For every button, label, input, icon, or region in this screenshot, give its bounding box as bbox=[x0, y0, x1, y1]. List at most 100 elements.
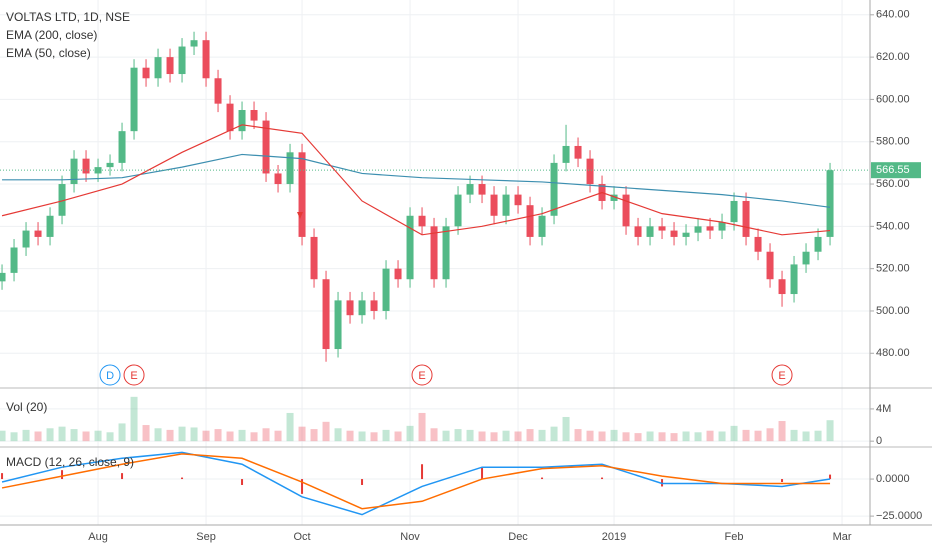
candle-body bbox=[322, 279, 330, 350]
volume-bar bbox=[610, 429, 618, 442]
volume-bar bbox=[406, 425, 414, 442]
y-tick-label: 620.00 bbox=[876, 51, 910, 63]
ema-line bbox=[1, 124, 831, 236]
volume-bar bbox=[670, 433, 678, 442]
candle-body bbox=[778, 279, 786, 295]
event-label: E bbox=[418, 370, 425, 382]
y-tick-label: 520.00 bbox=[876, 263, 910, 275]
volume-bar bbox=[22, 429, 30, 442]
volume-bar bbox=[58, 426, 66, 442]
candle-body bbox=[634, 226, 642, 237]
macd-histogram bbox=[781, 479, 784, 483]
volume-bar bbox=[706, 430, 714, 442]
candle-body bbox=[526, 205, 534, 237]
volume-bar bbox=[802, 431, 810, 442]
candle-body bbox=[754, 236, 762, 252]
macd-histogram bbox=[601, 477, 604, 480]
candle-body bbox=[442, 226, 450, 280]
event-marker bbox=[99, 364, 121, 386]
volume-bar bbox=[202, 430, 210, 442]
candle-body bbox=[214, 78, 222, 104]
volume-bar bbox=[166, 429, 174, 442]
macd-line bbox=[1, 451, 831, 516]
volume-bar bbox=[442, 430, 450, 442]
volume-bar bbox=[226, 431, 234, 442]
candle-body bbox=[262, 120, 270, 174]
macd-histogram bbox=[301, 479, 304, 494]
volume-bar bbox=[310, 429, 318, 442]
candle-body bbox=[562, 145, 570, 163]
volume-bar bbox=[490, 432, 498, 442]
macd-histogram bbox=[1, 473, 4, 480]
volume-bar bbox=[346, 430, 354, 442]
indicator-legend: EMA (50, close) bbox=[6, 46, 91, 60]
candle-body bbox=[22, 230, 30, 248]
y-tick-label: 540.00 bbox=[876, 220, 910, 232]
indicator-legend: EMA (200, close) bbox=[6, 28, 97, 42]
candle-body bbox=[382, 268, 390, 311]
event-marker bbox=[771, 364, 793, 386]
volume-bar bbox=[178, 426, 186, 442]
event-label: D bbox=[106, 370, 114, 382]
volume-bar bbox=[658, 432, 666, 442]
volume-bar bbox=[82, 431, 90, 442]
candle-body bbox=[334, 300, 342, 350]
candle-body bbox=[394, 268, 402, 280]
volume-bar bbox=[262, 428, 270, 442]
x-tick-label: Dec bbox=[508, 531, 528, 543]
y-tick-label: 560.00 bbox=[876, 178, 910, 190]
candle-body bbox=[10, 247, 18, 273]
candle-body bbox=[250, 110, 258, 121]
candle-body bbox=[682, 232, 690, 237]
volume-bar bbox=[46, 428, 54, 442]
volume-bar bbox=[322, 421, 330, 442]
y-tick-label: 4M bbox=[876, 403, 891, 415]
candle-body bbox=[226, 103, 234, 132]
volume-bar bbox=[694, 432, 702, 442]
pane-title: Vol (20) bbox=[6, 400, 47, 414]
x-tick-label: Nov bbox=[400, 531, 420, 543]
candle-body bbox=[802, 251, 810, 265]
volume-bar bbox=[334, 428, 342, 442]
volume-bar bbox=[502, 430, 510, 442]
volume-bar bbox=[574, 429, 582, 442]
signal-arrow bbox=[297, 212, 303, 219]
candle-body bbox=[454, 194, 462, 227]
candle-body bbox=[406, 215, 414, 280]
candle-body bbox=[70, 158, 78, 185]
candle-body bbox=[46, 215, 54, 237]
candle-body bbox=[310, 236, 318, 280]
candle-body bbox=[238, 110, 246, 132]
volume-bar bbox=[238, 429, 246, 442]
candle-body bbox=[94, 167, 102, 174]
volume-bar bbox=[466, 429, 474, 442]
volume-bar bbox=[790, 429, 798, 442]
candle-body bbox=[142, 67, 150, 79]
candle-body bbox=[202, 40, 210, 79]
volume-bar bbox=[94, 430, 102, 442]
volume-bar bbox=[478, 431, 486, 442]
volume-bar bbox=[730, 425, 738, 442]
y-tick-label: −25.0000 bbox=[876, 510, 922, 522]
volume-bar bbox=[106, 432, 114, 442]
candle-body bbox=[730, 200, 738, 223]
candle-body bbox=[538, 215, 546, 237]
event-marker bbox=[123, 364, 145, 386]
candle-body bbox=[646, 226, 654, 237]
x-tick-label: Mar bbox=[833, 531, 852, 543]
volume-bar bbox=[454, 429, 462, 442]
candle-body bbox=[154, 57, 162, 79]
volume-bar bbox=[418, 412, 426, 442]
volume-bar bbox=[778, 421, 786, 442]
y-tick-label: 0 bbox=[876, 435, 882, 447]
volume-bar bbox=[562, 416, 570, 442]
volume-bar bbox=[634, 433, 642, 442]
last-price-box bbox=[871, 162, 921, 179]
volume-bar bbox=[646, 431, 654, 442]
candle-body bbox=[694, 226, 702, 233]
event-label: E bbox=[778, 370, 785, 382]
y-tick-label: 480.00 bbox=[876, 347, 910, 359]
y-tick-label: 640.00 bbox=[876, 9, 910, 21]
candle-body bbox=[826, 170, 834, 237]
